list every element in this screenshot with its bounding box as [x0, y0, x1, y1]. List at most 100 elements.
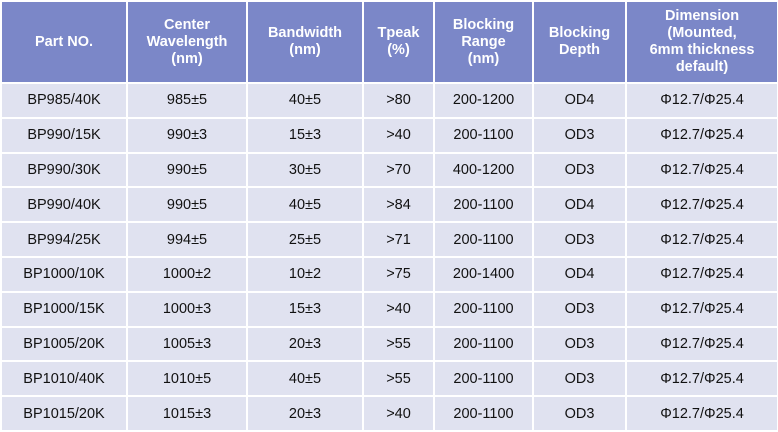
cell-dimension: Φ12.7/Φ25.4: [625, 151, 778, 189]
cell-part-no: BP990/30K: [0, 151, 128, 189]
cell-blocking-depth: OD3: [532, 395, 627, 432]
cell-tpeak: >71: [362, 221, 435, 258]
cell-bandwidth: 20±3: [246, 325, 364, 363]
cell-tpeak: >40: [362, 395, 435, 432]
cell-blocking-depth: OD3: [532, 290, 627, 328]
cell-center-wavelength: 985±5: [126, 82, 248, 119]
cell-part-no: BP985/40K: [0, 82, 128, 119]
header-blocking-depth: Blocking Depth: [532, 0, 627, 84]
cell-dimension: Φ12.7/Φ25.4: [625, 395, 778, 432]
cell-center-wavelength: 1000±3: [126, 290, 248, 328]
header-blocking-range: Blocking Range (nm): [433, 0, 534, 84]
header-line: Range: [461, 33, 506, 50]
header-line: (Mounted,: [667, 25, 737, 41]
cell-blocking-range: 200-1200: [433, 82, 534, 119]
cell-blocking-range: 200-1100: [433, 395, 534, 432]
header-dimension: Dimension (Mounted, 6mm thickness default): [625, 0, 778, 84]
cell-part-no: BP1005/20K: [0, 325, 128, 363]
header-row: Part NO. Center Wavelength (nm) Bandwidth (nm…: [0, 0, 778, 84]
cell-tpeak: >40: [362, 290, 435, 328]
table-row: BP1015/20K 1015±3 20±3 >40 200-1100 OD3 Φ12.7/…: [0, 395, 778, 432]
header-line: Dimension: [664, 8, 740, 24]
header-line: Bandwidth: [267, 25, 343, 41]
table-row: BP1000/10K 1000±2 10±2 >75 200-1400 OD4 Φ12.7/…: [0, 255, 778, 293]
cell-dimension: Φ12.7/Φ25.4: [625, 82, 778, 119]
cell-bandwidth: 30±5: [246, 151, 364, 189]
header-line: (%): [387, 42, 410, 58]
table-row: BP1000/15K 1000±3 15±3 >40 200-1100 OD3 Φ12.7/…: [0, 290, 778, 328]
cell-center-wavelength: 1015±3: [126, 395, 248, 432]
cell-blocking-depth: OD4: [532, 82, 627, 119]
cell-bandwidth: 40±5: [246, 360, 364, 398]
header-line: (nm): [171, 50, 203, 67]
table-row: BP1005/20K 1005±3 20±3 >55 200-1100 OD3 Φ12.7/…: [0, 325, 778, 363]
header-part-no: Part NO.: [0, 0, 128, 84]
cell-bandwidth: 40±5: [246, 186, 364, 224]
header-line: default): [675, 59, 729, 75]
cell-dimension: Φ12.7/Φ25.4: [625, 116, 778, 154]
cell-tpeak: >55: [362, 360, 435, 398]
cell-part-no: BP994/25K: [0, 221, 128, 258]
cell-blocking-range: 200-1100: [433, 221, 534, 258]
cell-tpeak: >40: [362, 116, 435, 154]
cell-center-wavelength: 990±5: [126, 151, 248, 189]
cell-dimension: Φ12.7/Φ25.4: [625, 360, 778, 398]
header-line: Blocking: [548, 25, 611, 41]
cell-center-wavelength: 1005±3: [126, 325, 248, 363]
header-line: Depth: [558, 42, 601, 58]
cell-tpeak: >75: [362, 255, 435, 293]
cell-blocking-depth: OD3: [532, 221, 627, 258]
cell-dimension: Φ12.7/Φ25.4: [625, 290, 778, 328]
table-row: BP990/15K 990±3 15±3 >40 200-1100 OD3 Φ12.7/Φ2…: [0, 116, 778, 154]
cell-dimension: Φ12.7/Φ25.4: [625, 325, 778, 363]
header-tpeak: Tpeak (%): [362, 0, 435, 84]
table-row: BP990/30K 990±5 30±5 >70 400-1200 OD3 Φ12.7/Φ2…: [0, 151, 778, 189]
header-line: (nm): [289, 42, 321, 58]
cell-part-no: BP1000/15K: [0, 290, 128, 328]
cell-bandwidth: 25±5: [246, 221, 364, 258]
header-line: Tpeak: [377, 25, 420, 41]
cell-part-no: BP1010/40K: [0, 360, 128, 398]
cell-center-wavelength: 994±5: [126, 221, 248, 258]
cell-blocking-depth: OD3: [532, 116, 627, 154]
cell-blocking-depth: OD4: [532, 255, 627, 293]
cell-bandwidth: 15±3: [246, 116, 364, 154]
header-bandwidth: Bandwidth (nm): [246, 0, 364, 84]
header-line: 6mm thickness: [649, 42, 755, 58]
cell-blocking-range: 200-1100: [433, 186, 534, 224]
cell-blocking-range: 200-1100: [433, 290, 534, 328]
cell-center-wavelength: 1000±2: [126, 255, 248, 293]
cell-bandwidth: 10±2: [246, 255, 364, 293]
cell-dimension: Φ12.7/Φ25.4: [625, 255, 778, 293]
cell-center-wavelength: 990±3: [126, 116, 248, 154]
cell-tpeak: >84: [362, 186, 435, 224]
table-row: BP990/40K 990±5 40±5 >84 200-1100 OD4 Φ12.7/Φ2…: [0, 186, 778, 224]
header-center-wavelength: Center Wavelength (nm): [126, 0, 248, 84]
cell-part-no: BP1015/20K: [0, 395, 128, 432]
header-line: Wavelength: [146, 33, 228, 50]
cell-dimension: Φ12.7/Φ25.4: [625, 221, 778, 258]
cell-dimension: Φ12.7/Φ25.4: [625, 186, 778, 224]
cell-blocking-depth: OD3: [532, 325, 627, 363]
table-row: BP1010/40K 1010±5 40±5 >55 200-1100 OD3 Φ12.7/…: [0, 360, 778, 398]
cell-blocking-range: 200-1100: [433, 360, 534, 398]
cell-tpeak: >70: [362, 151, 435, 189]
cell-bandwidth: 20±3: [246, 395, 364, 432]
header-line: (nm): [467, 50, 500, 67]
cell-blocking-depth: OD4: [532, 186, 627, 224]
cell-blocking-depth: OD3: [532, 151, 627, 189]
header-line: Center: [164, 16, 210, 33]
header-line: Part NO.: [34, 33, 93, 50]
cell-blocking-range: 200-1100: [433, 325, 534, 363]
cell-part-no: BP990/40K: [0, 186, 128, 224]
cell-tpeak: >55: [362, 325, 435, 363]
cell-center-wavelength: 1010±5: [126, 360, 248, 398]
cell-part-no: BP990/15K: [0, 116, 128, 154]
cell-part-no: BP1000/10K: [0, 255, 128, 293]
cell-blocking-range: 400-1200: [433, 151, 534, 189]
cell-bandwidth: 15±3: [246, 290, 364, 328]
cell-blocking-range: 200-1100: [433, 116, 534, 154]
cell-bandwidth: 40±5: [246, 82, 364, 119]
cell-blocking-range: 200-1400: [433, 255, 534, 293]
